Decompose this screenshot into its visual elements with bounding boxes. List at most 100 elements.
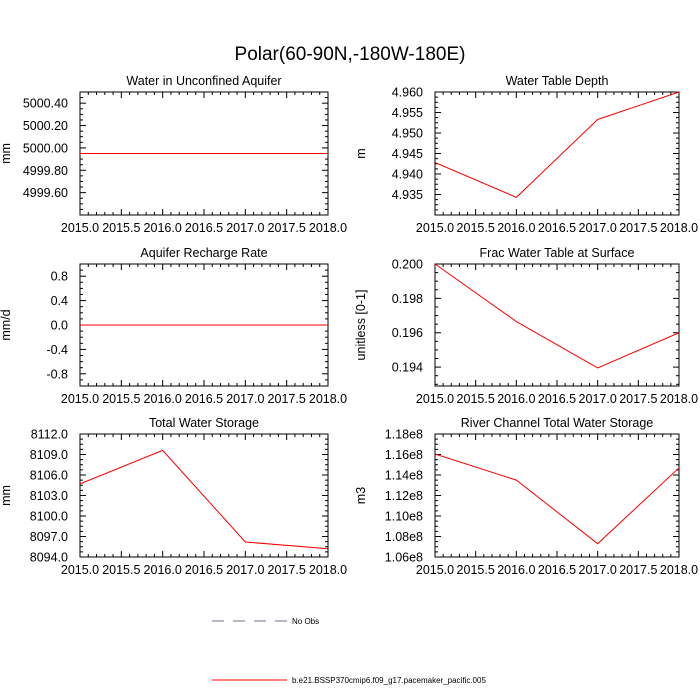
y-tick-label: 4999.60	[23, 186, 68, 200]
x-tick-label: 2016.0	[497, 221, 535, 235]
panel-6: River Channel Total Water Storage m3 2015.…	[354, 416, 698, 577]
x-tick-label: 2016.5	[538, 563, 576, 577]
x-tick-label: 2016.0	[144, 563, 182, 577]
y-axis-label: mm	[0, 485, 13, 506]
x-tick-label: 2018.0	[309, 221, 347, 235]
y-tick-label: 5000.00	[23, 141, 68, 155]
x-tick-label: 2016.5	[185, 392, 223, 406]
x-tick-label: 2017.0	[226, 563, 264, 577]
y-axis-label: m3	[354, 487, 368, 504]
x-tick-label: 2018.0	[660, 392, 698, 406]
x-tick-label: 2016.5	[185, 221, 223, 235]
panel-2: Water Table Depth m 2015.0 2015.5 2016.0 2016…	[354, 74, 698, 235]
x-tick-label: 2017.5	[619, 563, 657, 577]
y-tick-label: 4.940	[392, 168, 423, 182]
panel-title: Aquifer Recharge Rate	[140, 246, 267, 260]
x-tick-label: 2017.5	[268, 392, 306, 406]
x-tick-label: 2015.0	[416, 221, 454, 235]
x-tick-label: 2017.5	[619, 221, 657, 235]
x-tick-label: 2017.0	[579, 563, 617, 577]
y-tick-label: -0.4	[46, 343, 68, 357]
x-tick-label: 2018.0	[309, 392, 347, 406]
series-line	[434, 453, 680, 545]
series-line	[79, 449, 329, 550]
x-tick-label: 2017.0	[579, 221, 617, 235]
y-tick-label: 0.196	[392, 326, 423, 340]
panel-title: Total Water Storage	[149, 416, 259, 430]
x-tick-label: 2017.0	[579, 392, 617, 406]
x-tick-label: 2015.5	[102, 563, 140, 577]
x-tick-label: 2015.0	[61, 563, 99, 577]
y-axis-label: mm/d	[0, 309, 13, 340]
y-tick-label: 8106.0	[30, 469, 68, 483]
y-tick-label: 1.12e8	[385, 489, 423, 503]
x-tick-label: 2015.5	[102, 221, 140, 235]
y-tick-label: 1.14e8	[385, 469, 423, 483]
x-tick-label: 2015.0	[416, 392, 454, 406]
x-tick-label: 2015.0	[61, 392, 99, 406]
x-tick-label: 2017.0	[226, 221, 264, 235]
x-tick-label: 2015.0	[416, 563, 454, 577]
y-tick-label: 5000.20	[23, 119, 68, 133]
y-tick-label: 4.945	[392, 147, 423, 161]
y-tick-label: 8100.0	[30, 510, 68, 524]
y-tick-label: 4.955	[392, 106, 423, 120]
y-tick-label: 4.935	[392, 188, 423, 202]
y-axis-label: mm	[0, 143, 13, 164]
x-tick-label: 2017.0	[226, 392, 264, 406]
y-tick-label: 1.18e8	[385, 428, 423, 442]
y-tick-label: 8112.0	[31, 428, 68, 442]
panel-title: Frac Water Table at Surface	[480, 246, 635, 260]
y-tick-label: 0.4	[51, 294, 68, 308]
x-tick-label: 2016.5	[538, 392, 576, 406]
x-tick-label: 2015.5	[457, 563, 495, 577]
x-tick-label: 2016.5	[538, 221, 576, 235]
x-tick-label: 2016.5	[185, 563, 223, 577]
y-axis-label: m	[354, 148, 368, 158]
y-tick-label: 8103.0	[30, 489, 68, 503]
y-tick-label: 0.0	[51, 319, 68, 333]
series-line	[434, 91, 680, 198]
y-tick-label: 5000.40	[23, 97, 68, 111]
x-tick-label: 2017.5	[619, 392, 657, 406]
y-tick-label: 1.16e8	[385, 448, 423, 462]
y-tick-label: 0.198	[392, 292, 423, 306]
legend-label-no-obs: No Obs	[292, 617, 319, 626]
x-tick-label: 2017.5	[268, 563, 306, 577]
y-tick-label: 8097.0	[30, 530, 68, 544]
legend-label-run: b.e21.BSSP370cmip6.f09_g17.pacemaker_pac…	[292, 676, 486, 685]
y-axis-label: unitless [0-1]	[354, 290, 368, 361]
y-tick-label: 1.08e8	[385, 530, 423, 544]
x-tick-label: 2015.0	[61, 221, 99, 235]
y-tick-label: 1.10e8	[385, 510, 423, 524]
legend: No Obs b.e21.BSSP370cmip6.f09_g17.pacema…	[212, 617, 486, 685]
y-tick-label: 0.200	[392, 258, 423, 272]
x-tick-label: 2018.0	[309, 563, 347, 577]
y-tick-label: 0.194	[392, 361, 423, 375]
x-tick-label: 2016.0	[144, 221, 182, 235]
x-tick-label: 2015.5	[457, 221, 495, 235]
figure-title: Polar(60-90N,-180W-180E)	[235, 44, 466, 65]
x-tick-label: 2015.5	[102, 392, 140, 406]
panel-title: Water Table Depth	[506, 74, 609, 88]
x-tick-label: 2016.0	[497, 392, 535, 406]
panel-title: River Channel Total Water Storage	[461, 416, 654, 430]
series-line	[434, 263, 680, 369]
y-tick-label: 8109.0	[30, 448, 68, 462]
x-tick-label: 2015.5	[457, 392, 495, 406]
y-tick-label: 8094.0	[30, 551, 68, 565]
x-tick-label: 2016.0	[497, 563, 535, 577]
x-tick-label: 2018.0	[660, 221, 698, 235]
panel-3: Aquifer Recharge Rate mm/d 2015.0 2015.5 201…	[0, 246, 347, 406]
panel-4: Frac Water Table at Surface unitless [0-1…	[354, 246, 698, 406]
panel-1: Water in Unconfined Aquifer mm 2015.0 2015.…	[0, 74, 347, 235]
y-tick-label: 4999.80	[23, 164, 68, 178]
y-tick-label: 4.950	[392, 127, 423, 141]
x-tick-label: 2018.0	[660, 563, 698, 577]
x-tick-label: 2017.5	[268, 221, 306, 235]
y-tick-label: 4.960	[392, 86, 423, 100]
